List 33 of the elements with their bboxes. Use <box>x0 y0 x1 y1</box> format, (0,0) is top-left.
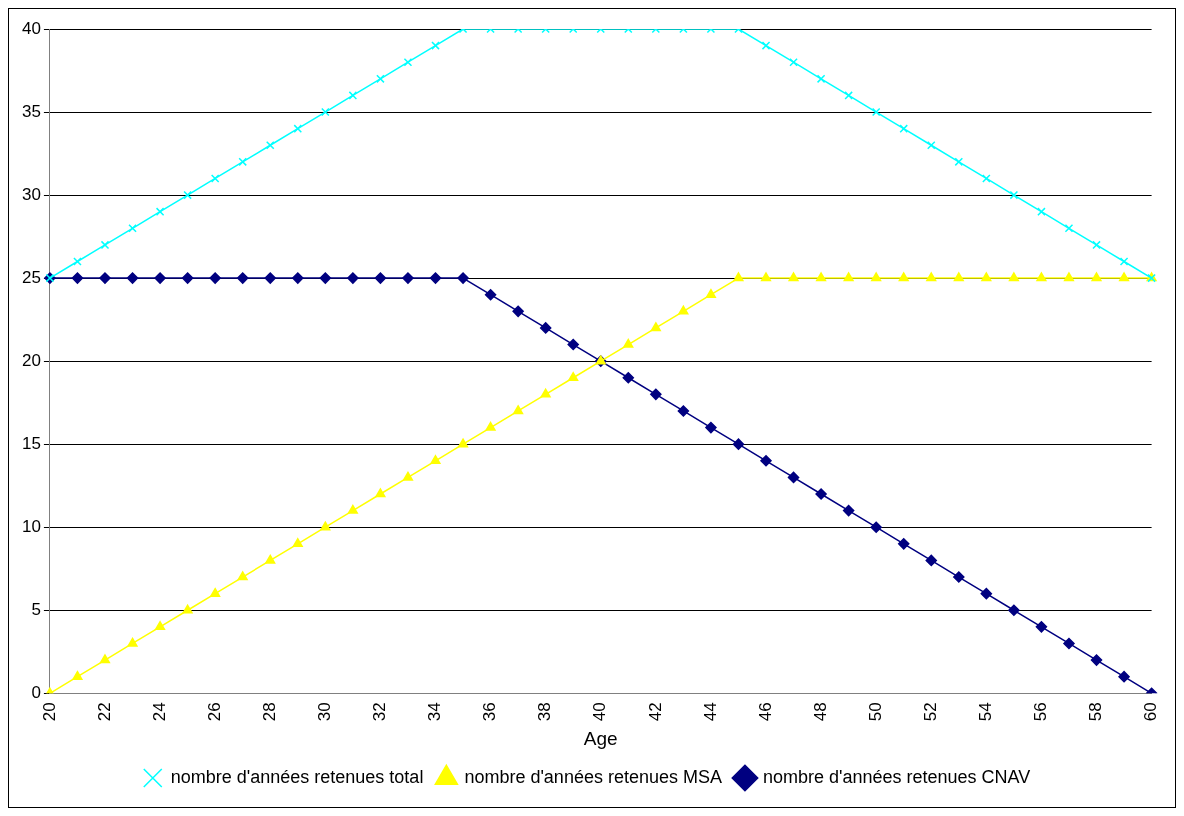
x-tick-label: 36 <box>480 702 500 722</box>
x-tick-label: 48 <box>810 702 830 722</box>
y-tick-label: 0 <box>31 682 41 702</box>
x-tick-label: 40 <box>590 702 610 722</box>
x-axis-title: Age <box>583 727 618 749</box>
y-tick-label: 15 <box>21 433 41 453</box>
legend-label: nombre d'années retenues CNAV <box>762 766 1031 787</box>
x-tick-label: 38 <box>535 702 555 722</box>
x-tick-label: 58 <box>1086 702 1106 722</box>
x-tick-label: 24 <box>149 702 169 722</box>
x-tick-label: 56 <box>1031 702 1051 722</box>
x-tick-label: 26 <box>204 702 224 722</box>
y-tick-label: 40 <box>21 18 41 38</box>
y-tick-label: 20 <box>21 350 41 370</box>
x-tick-label: 52 <box>920 702 940 722</box>
x-tick-label: 44 <box>700 702 720 722</box>
y-tick-label: 10 <box>21 516 41 536</box>
x-tick-label: 60 <box>1141 702 1161 722</box>
x-tick-label: 54 <box>976 702 996 722</box>
x-tick-label: 30 <box>315 702 335 722</box>
y-tick-label: 25 <box>21 267 41 287</box>
y-tick-label: 5 <box>31 599 41 619</box>
y-tick-label: 30 <box>21 184 41 204</box>
x-tick-label: 22 <box>94 702 114 722</box>
x-tick-label: 34 <box>425 702 445 722</box>
x-tick-label: 50 <box>865 702 885 722</box>
x-tick-label: 42 <box>645 702 665 722</box>
legend-label: nombre d'années retenues MSA <box>464 766 722 787</box>
legend-label: nombre d'années retenues total <box>170 766 424 787</box>
y-tick-label: 35 <box>21 101 41 121</box>
x-tick-label: 32 <box>370 702 390 722</box>
x-tick-label: 46 <box>755 702 775 722</box>
x-tick-label: 28 <box>259 702 279 722</box>
